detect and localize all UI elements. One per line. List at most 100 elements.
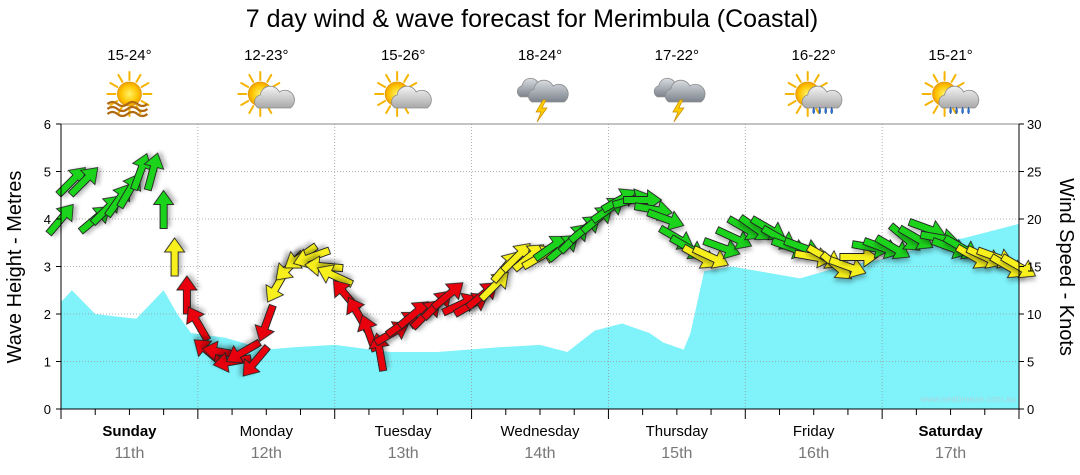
sun-ray (818, 82, 828, 88)
rain-drop (967, 106, 970, 115)
y-left-tick-label: 4 (44, 212, 51, 227)
date-label: 14th (524, 445, 555, 462)
cloud-shape (664, 79, 706, 103)
haze-line (106, 100, 149, 108)
wind-arrow (254, 303, 277, 343)
cloud-shape (528, 79, 569, 103)
sun-ray (248, 73, 255, 83)
date-label: 11th (114, 445, 144, 462)
y-left-tick-label: 3 (44, 260, 51, 275)
sun-ray (385, 105, 392, 115)
wind-arrow (691, 245, 730, 269)
y-left-tick-label: 0 (44, 402, 51, 417)
sun-ray (140, 82, 150, 88)
wind-arrow (67, 167, 99, 198)
date-label: 17th (935, 445, 966, 462)
sun-ray (271, 82, 281, 88)
day-label: Sunday (102, 423, 157, 440)
temperature-label: 15-21° (928, 47, 972, 64)
y-right-tick-label: 10 (1027, 307, 1041, 322)
wind-arrow (186, 306, 212, 343)
weather-icons: 15-24° 12-23° 15-26° 18-24° 17-22° 16-22° 15-2… (106, 47, 980, 123)
wind-arrow (839, 246, 879, 268)
sun-ray (248, 105, 255, 115)
temperature-label: 16-22° (792, 47, 836, 64)
sun-ray (240, 100, 250, 106)
wind-arrow (828, 256, 867, 279)
axes: 0 1 2 3 4 5 6 0 5 10 15 20 25 30 Sunday 11th Monday 12th T… (44, 117, 1042, 462)
day-label: Saturday (918, 423, 983, 440)
sun-ray (377, 100, 387, 106)
sun-ray (950, 73, 957, 83)
y-left-tick-label: 1 (44, 355, 51, 370)
day-label: Monday (240, 423, 294, 440)
sunny-hazy-icon (106, 71, 153, 118)
day-label: Thursday (646, 423, 709, 440)
wind-arrow (715, 226, 753, 250)
rain-drop (955, 106, 958, 115)
wind-arrow (1000, 253, 1037, 279)
day-label: Friday (793, 423, 835, 440)
sun-ray (932, 73, 939, 83)
sun-disc (117, 81, 142, 107)
lightning-bolt (535, 99, 548, 123)
sun-ray (932, 105, 939, 115)
wave-height-area (61, 223, 1019, 409)
date-label: 16th (798, 445, 829, 462)
sun-ray (109, 82, 119, 88)
wind-arrow (242, 344, 271, 377)
rain-drop (824, 106, 827, 115)
sun-ray (266, 73, 273, 83)
wind-arrow (646, 208, 685, 231)
y-right-tick-label: 30 (1027, 117, 1041, 132)
y-axis-left-title: Wave Height - Metres (4, 171, 26, 364)
day-label: Tuesday (375, 423, 432, 440)
rain-drop (812, 106, 815, 115)
wind-arrows (45, 152, 1037, 377)
partly-cloudy-icon (237, 71, 295, 117)
sun-ray (924, 100, 934, 106)
temperature-label: 12-23° (244, 47, 288, 64)
partly-cloudy-icon (374, 71, 432, 117)
wind-arrow (430, 282, 464, 311)
chart-title: 7 day wind & wave forecast for Merimbula… (246, 5, 818, 33)
wind-arrow (316, 264, 354, 288)
sun-ray (795, 105, 802, 115)
y-right-tick-label: 25 (1027, 165, 1041, 180)
wind-arrow (163, 237, 186, 277)
y-left-tick-label: 2 (44, 307, 51, 322)
y-right-tick-label: 15 (1027, 260, 1041, 275)
temperature-label: 18-24° (518, 47, 562, 64)
sun-ray (377, 82, 387, 88)
wind-arrow (143, 152, 165, 192)
sun-ray (813, 73, 820, 83)
temperature-label: 17-22° (655, 47, 699, 64)
wind-arrow (152, 189, 175, 229)
day-label: Wednesday (501, 423, 580, 440)
cloud-shape (938, 85, 980, 109)
sun-showers-icon (784, 71, 843, 117)
sun-ray (924, 82, 934, 88)
y-left-tick-label: 6 (44, 117, 51, 132)
storm-icon (516, 77, 569, 123)
date-label: 15th (661, 445, 692, 462)
sun-ray (240, 82, 250, 88)
haze-line (106, 105, 149, 113)
wind-arrow (874, 234, 911, 260)
haze-line (106, 110, 149, 118)
wind-arrow (500, 243, 531, 274)
sun-ray (955, 82, 965, 88)
temperature-label: 15-24° (107, 47, 151, 64)
watermark: www.seabreeze.com.au (919, 394, 1016, 404)
y-right-tick-label: 20 (1027, 212, 1041, 227)
rain-drop (818, 106, 821, 115)
sun-ray (795, 73, 802, 83)
storm-icon (653, 77, 706, 123)
sun-ray (135, 73, 142, 83)
cloud-shape (391, 85, 432, 109)
rain-drop (949, 106, 952, 115)
wind-arrow (623, 189, 663, 211)
y-axis-right-title: Wind Speed - Knots (1055, 178, 1077, 356)
date-label: 12th (251, 445, 282, 462)
